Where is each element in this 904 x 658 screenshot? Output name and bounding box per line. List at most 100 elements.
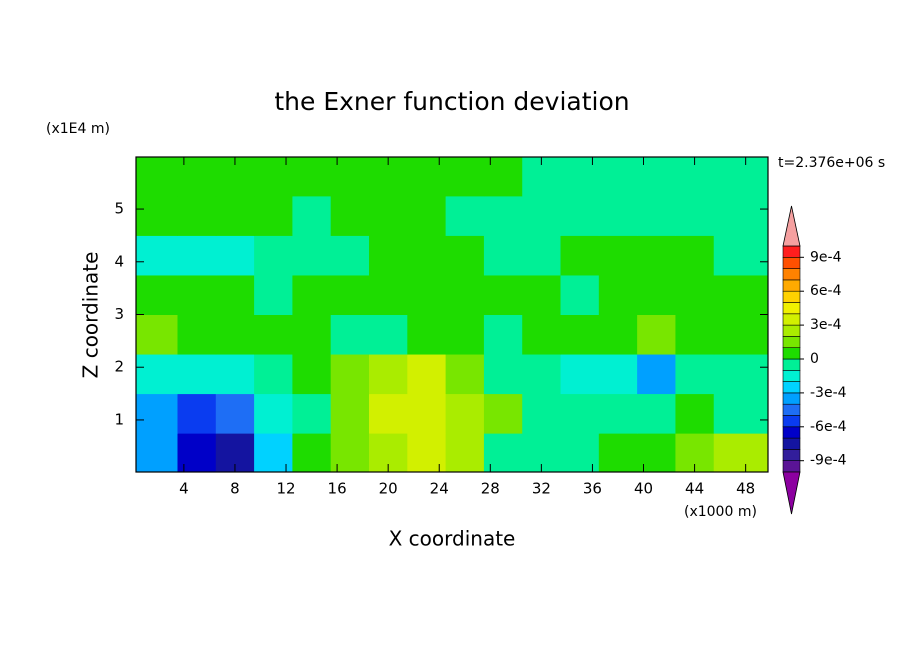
- contour-cell: [330, 157, 370, 197]
- y-tick-label: 5: [114, 200, 124, 218]
- contour-cell: [713, 235, 769, 276]
- contour-cell: [560, 195, 600, 236]
- contour-cell: [598, 157, 638, 197]
- contour-cell: [637, 433, 676, 473]
- colorbar-tick-label: 0: [810, 351, 819, 367]
- contour-cell: [136, 195, 178, 236]
- x-tick-label: 48: [736, 480, 755, 498]
- contour-cell: [369, 393, 408, 434]
- contour-cell: [637, 393, 676, 434]
- contour-cell: [675, 195, 715, 236]
- contour-cell: [713, 157, 769, 197]
- time-annotation: t=2.376e+06 s: [778, 155, 885, 171]
- contour-cell: [136, 235, 178, 276]
- contour-cell: [136, 354, 178, 395]
- contour-cell: [675, 235, 715, 276]
- x-tick-label: 20: [379, 480, 398, 498]
- contour-cell: [522, 314, 562, 355]
- contour-cell: [522, 354, 562, 395]
- contour-cell: [292, 393, 332, 434]
- contour-cell: [407, 157, 447, 197]
- contour-cell: [407, 433, 447, 473]
- contour-cell: [292, 235, 332, 276]
- contour-cell: [560, 354, 600, 395]
- contour-cell: [330, 354, 370, 395]
- contour-cell: [637, 235, 676, 276]
- contour-cell: [177, 393, 217, 434]
- colorbar-box: [782, 245, 801, 258]
- contour-cell: [675, 393, 715, 434]
- x-tick-label: 32: [532, 480, 551, 498]
- contour-cell: [483, 393, 523, 434]
- contour-cell: [369, 235, 408, 276]
- colorbar-tick-label: 3e-4: [810, 317, 842, 333]
- contour-cell: [483, 433, 523, 473]
- contour-cell: [136, 393, 178, 434]
- x-tick-label: 40: [634, 480, 653, 498]
- colorbar-box: [782, 381, 801, 394]
- colorbar-box: [782, 279, 801, 292]
- x-tick-label: 24: [430, 480, 449, 498]
- contour-cell: [292, 314, 332, 355]
- contour-cell: [177, 195, 217, 236]
- contour-cell: [254, 235, 293, 276]
- contour-cell: [637, 314, 676, 355]
- axes: 4 8 12 16 20 24 28 32 36 40 44 48123459e-46e-43e-40…: [114, 156, 847, 515]
- contour-cell: [483, 354, 523, 395]
- colorbar-tick-label: -9e-4: [810, 453, 847, 469]
- contour-cell: [136, 274, 178, 315]
- contour-cell: [522, 195, 562, 236]
- contour-cell: [637, 195, 676, 236]
- contour-cell: [330, 195, 370, 236]
- x-tick-label: 36: [583, 480, 602, 498]
- contour-cell: [713, 274, 769, 315]
- colorbar-box: [782, 347, 801, 360]
- contour-cell: [369, 314, 408, 355]
- contour-cell: [254, 393, 293, 434]
- colorbar-box: [782, 268, 801, 281]
- colorbar-tick-label: 6e-4: [810, 283, 842, 299]
- contour-cell: [598, 393, 638, 434]
- contour-cell: [292, 433, 332, 473]
- colorbar-box: [782, 449, 801, 461]
- contour-cell: [445, 314, 485, 355]
- colorbar-box: [782, 426, 801, 439]
- colorbar-box: [782, 437, 801, 450]
- contour-cell: [445, 235, 485, 276]
- contour-cell: [560, 393, 600, 434]
- colorbar-box: [782, 392, 801, 405]
- contour-cell: [713, 195, 769, 236]
- contour-cell: [445, 157, 485, 197]
- contour-cell: [292, 195, 332, 236]
- contour-cell: [254, 157, 293, 197]
- y-axis-label: Z coordinate: [79, 252, 103, 379]
- contour-cell: [675, 314, 715, 355]
- contour-cell: [177, 157, 217, 197]
- contour-cell: [330, 274, 370, 315]
- x-tick-label: 12: [276, 480, 295, 498]
- colorbar-over: [782, 205, 801, 247]
- contour-cell: [177, 314, 217, 355]
- contour-cell: [330, 393, 370, 434]
- contour-cell: [713, 433, 769, 473]
- contour-cell: [675, 354, 715, 395]
- contour-cell: [522, 393, 562, 434]
- contour-cell: [177, 354, 217, 395]
- contour-cell: [637, 157, 676, 197]
- contour-cell: [522, 274, 562, 315]
- colorbar-box: [782, 290, 801, 303]
- contour-cell: [407, 393, 447, 434]
- contour-cell: [560, 433, 600, 473]
- contour-cell: [254, 354, 293, 395]
- y-tick-label: 1: [114, 410, 124, 428]
- contour-cell: [369, 195, 408, 236]
- contour-cell: [369, 354, 408, 395]
- x-unit: (x1000 m): [684, 504, 757, 520]
- contour-cell: [215, 393, 255, 434]
- contour-cell: [215, 235, 255, 276]
- y-tick-label: 3: [114, 305, 124, 323]
- contour-cell: [483, 274, 523, 315]
- contour-cell: [598, 433, 638, 473]
- colorbar-box: [782, 358, 801, 371]
- contour-cell: [445, 433, 485, 473]
